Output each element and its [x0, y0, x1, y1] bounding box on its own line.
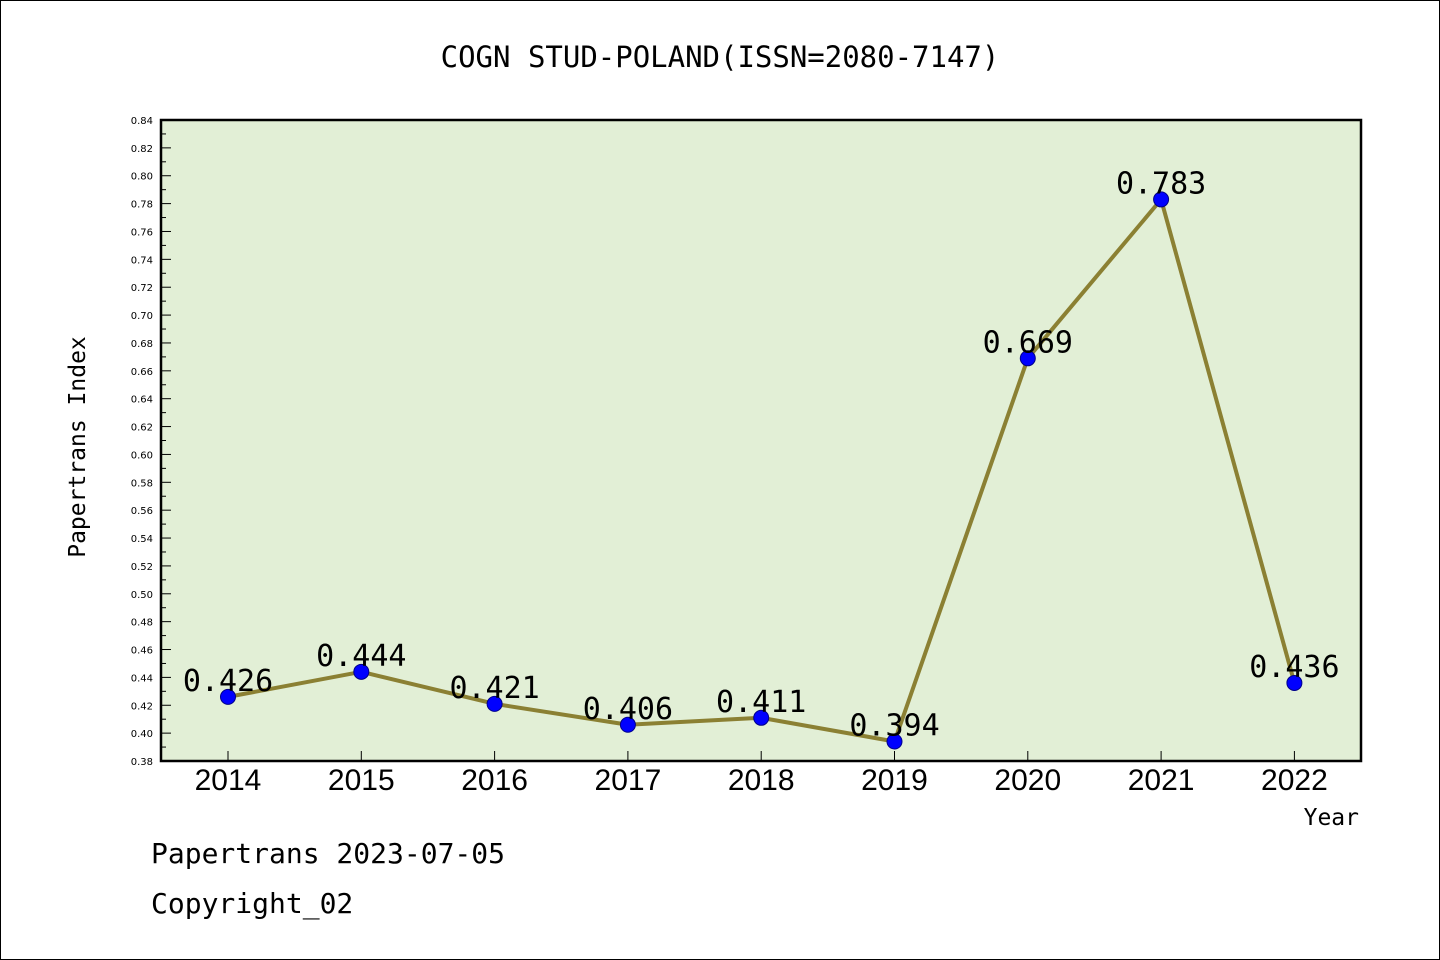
data-label: 0.436 — [1249, 650, 1339, 685]
y-tick-label: 0.80 — [131, 172, 153, 183]
data-label: 0.444 — [316, 639, 406, 674]
data-point — [486, 695, 503, 712]
chart-title: COGN STUD-POLAND(ISSN=2080-7147) — [441, 40, 1000, 74]
y-tick-label: 0.62 — [131, 423, 153, 434]
data-label: 0.406 — [583, 692, 673, 727]
y-tick-label: 0.68 — [131, 339, 153, 350]
y-tick-label: 0.50 — [131, 590, 153, 601]
y-tick-label: 0.46 — [131, 646, 153, 657]
y-tick-label: 0.66 — [131, 367, 153, 378]
data-label: 0.783 — [1116, 166, 1206, 201]
y-tick-label: 0.78 — [131, 200, 153, 211]
data-label: 0.411 — [716, 685, 806, 720]
x-tick-label: 2019 — [861, 764, 928, 797]
y-tick-label: 0.54 — [131, 534, 153, 545]
y-tick-label: 0.38 — [131, 757, 153, 768]
x-tick-label: 2017 — [595, 764, 662, 797]
data-point — [1019, 350, 1036, 367]
y-tick-label: 0.40 — [131, 729, 153, 740]
data-label: 0.421 — [449, 671, 539, 706]
y-tick-label: 0.72 — [131, 283, 153, 294]
y-tick-label: 0.76 — [131, 227, 153, 238]
x-tick-label: 2015 — [328, 764, 395, 797]
data-label: 0.669 — [983, 325, 1073, 360]
y-tick-label: 0.52 — [131, 562, 153, 573]
y-tick-label: 0.70 — [131, 311, 153, 322]
data-label: 0.394 — [849, 708, 939, 743]
x-tick-label: 2021 — [1128, 764, 1195, 797]
footer-copyright: Copyright_02 — [151, 887, 354, 920]
data-point — [619, 716, 636, 733]
data-label: 0.426 — [183, 664, 273, 699]
x-tick-label: 2020 — [994, 764, 1061, 797]
y-tick-label: 0.74 — [131, 255, 153, 266]
y-axis-label: Papertrans Index — [65, 336, 91, 558]
x-axis-label: Year — [1304, 805, 1359, 831]
x-tick-label: 2016 — [461, 764, 528, 797]
y-tick-label: 0.56 — [131, 506, 153, 517]
x-tick-label: 2022 — [1261, 764, 1328, 797]
data-point — [353, 663, 370, 680]
x-tick-label: 2014 — [195, 764, 262, 797]
x-tick-label: 2018 — [728, 764, 795, 797]
y-tick-label: 0.84 — [131, 116, 153, 127]
y-tick-label: 0.48 — [131, 618, 153, 629]
data-point — [1153, 191, 1170, 208]
y-tick-label: 0.42 — [131, 701, 153, 712]
plot-area — [159, 118, 1363, 763]
y-tick-label: 0.82 — [131, 144, 153, 155]
data-point — [220, 688, 236, 705]
y-tick-label: 0.60 — [131, 450, 153, 461]
data-point — [886, 733, 903, 750]
y-tick-label: 0.58 — [131, 478, 153, 489]
y-tick-label: 0.64 — [131, 395, 153, 406]
data-point — [1286, 674, 1303, 691]
data-point — [753, 709, 770, 726]
y-tick-label: 0.44 — [131, 673, 153, 684]
footer-date: Papertrans 2023-07-05 — [151, 837, 506, 870]
